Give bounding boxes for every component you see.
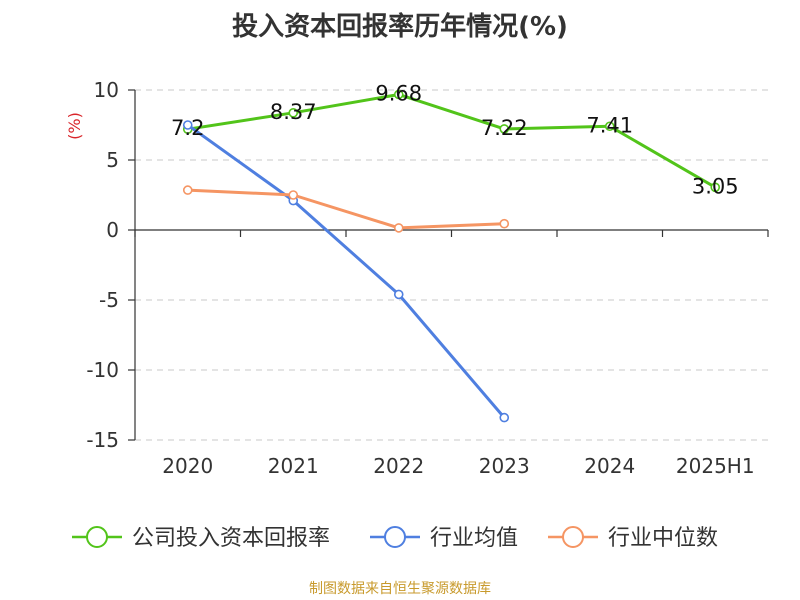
x-tick-label: 2022: [373, 454, 424, 478]
x-tick-label: 2020: [162, 454, 213, 478]
data-point: [288, 108, 299, 118]
data-point: [393, 89, 404, 100]
data-point: [182, 185, 193, 195]
data-point: [710, 182, 721, 193]
series-line: [187, 92, 717, 189]
data-label: 7.41: [586, 113, 633, 137]
axes: 10 5 0 -5 -10 -15 2020 2021 2022 2023 2024 2025H1 (%…: [65, 78, 769, 478]
legend-label: 公司投入资本回报率: [132, 526, 330, 551]
x-tick-label: 2025H1: [676, 454, 755, 478]
grid-lines: [135, 89, 768, 441]
data-point: [604, 121, 615, 132]
series-line: [187, 188, 505, 230]
data-label: 7.22: [481, 116, 528, 140]
legend-label: 行业均值: [430, 526, 518, 551]
data-point: [499, 124, 510, 134]
y-tick-label: 0: [106, 218, 119, 242]
data-point: [288, 190, 299, 200]
y-tick-label: -5: [99, 288, 119, 312]
legend-marker-icon: [384, 526, 406, 548]
series-lines: [182, 89, 721, 423]
legend-label: 行业中位数: [608, 526, 718, 551]
data-point: [393, 223, 404, 233]
data-point: [393, 289, 404, 300]
legend: 公司投入资本回报率 行业均值 行业中位数: [72, 526, 718, 551]
data-point: [182, 120, 193, 130]
data-labels: 7.2 8.37 9.68 7.22 7.41 3.05: [171, 81, 739, 198]
data-label: 3.05: [692, 174, 739, 198]
legend-item[interactable]: 行业中位数: [548, 526, 718, 551]
y-axis-label: (%): [65, 112, 84, 140]
y-tick-label: -15: [86, 428, 119, 452]
source-note: 制图数据来自恒生聚源数据库: [309, 581, 491, 597]
data-point: [499, 412, 510, 423]
legend-marker-icon: [562, 526, 584, 548]
legend-item[interactable]: 公司投入资本回报率: [72, 526, 330, 551]
y-tick-label: 10: [94, 78, 119, 102]
x-tick-label: 2021: [268, 454, 319, 478]
data-label: 8.37: [270, 100, 317, 124]
series-line: [186, 123, 506, 419]
legend-item[interactable]: 行业均值: [370, 526, 518, 551]
legend-marker-icon: [86, 526, 108, 548]
y-tick-label: 5: [106, 148, 119, 172]
data-point: [499, 218, 510, 229]
chart-title: 投入资本回报率历年情况(%): [232, 12, 568, 42]
data-label: 7.2: [171, 116, 204, 140]
x-tick-label: 2024: [584, 454, 635, 478]
x-tick-label: 2023: [479, 454, 530, 478]
y-tick-label: -10: [86, 358, 119, 382]
data-label: 9.68: [375, 81, 422, 105]
